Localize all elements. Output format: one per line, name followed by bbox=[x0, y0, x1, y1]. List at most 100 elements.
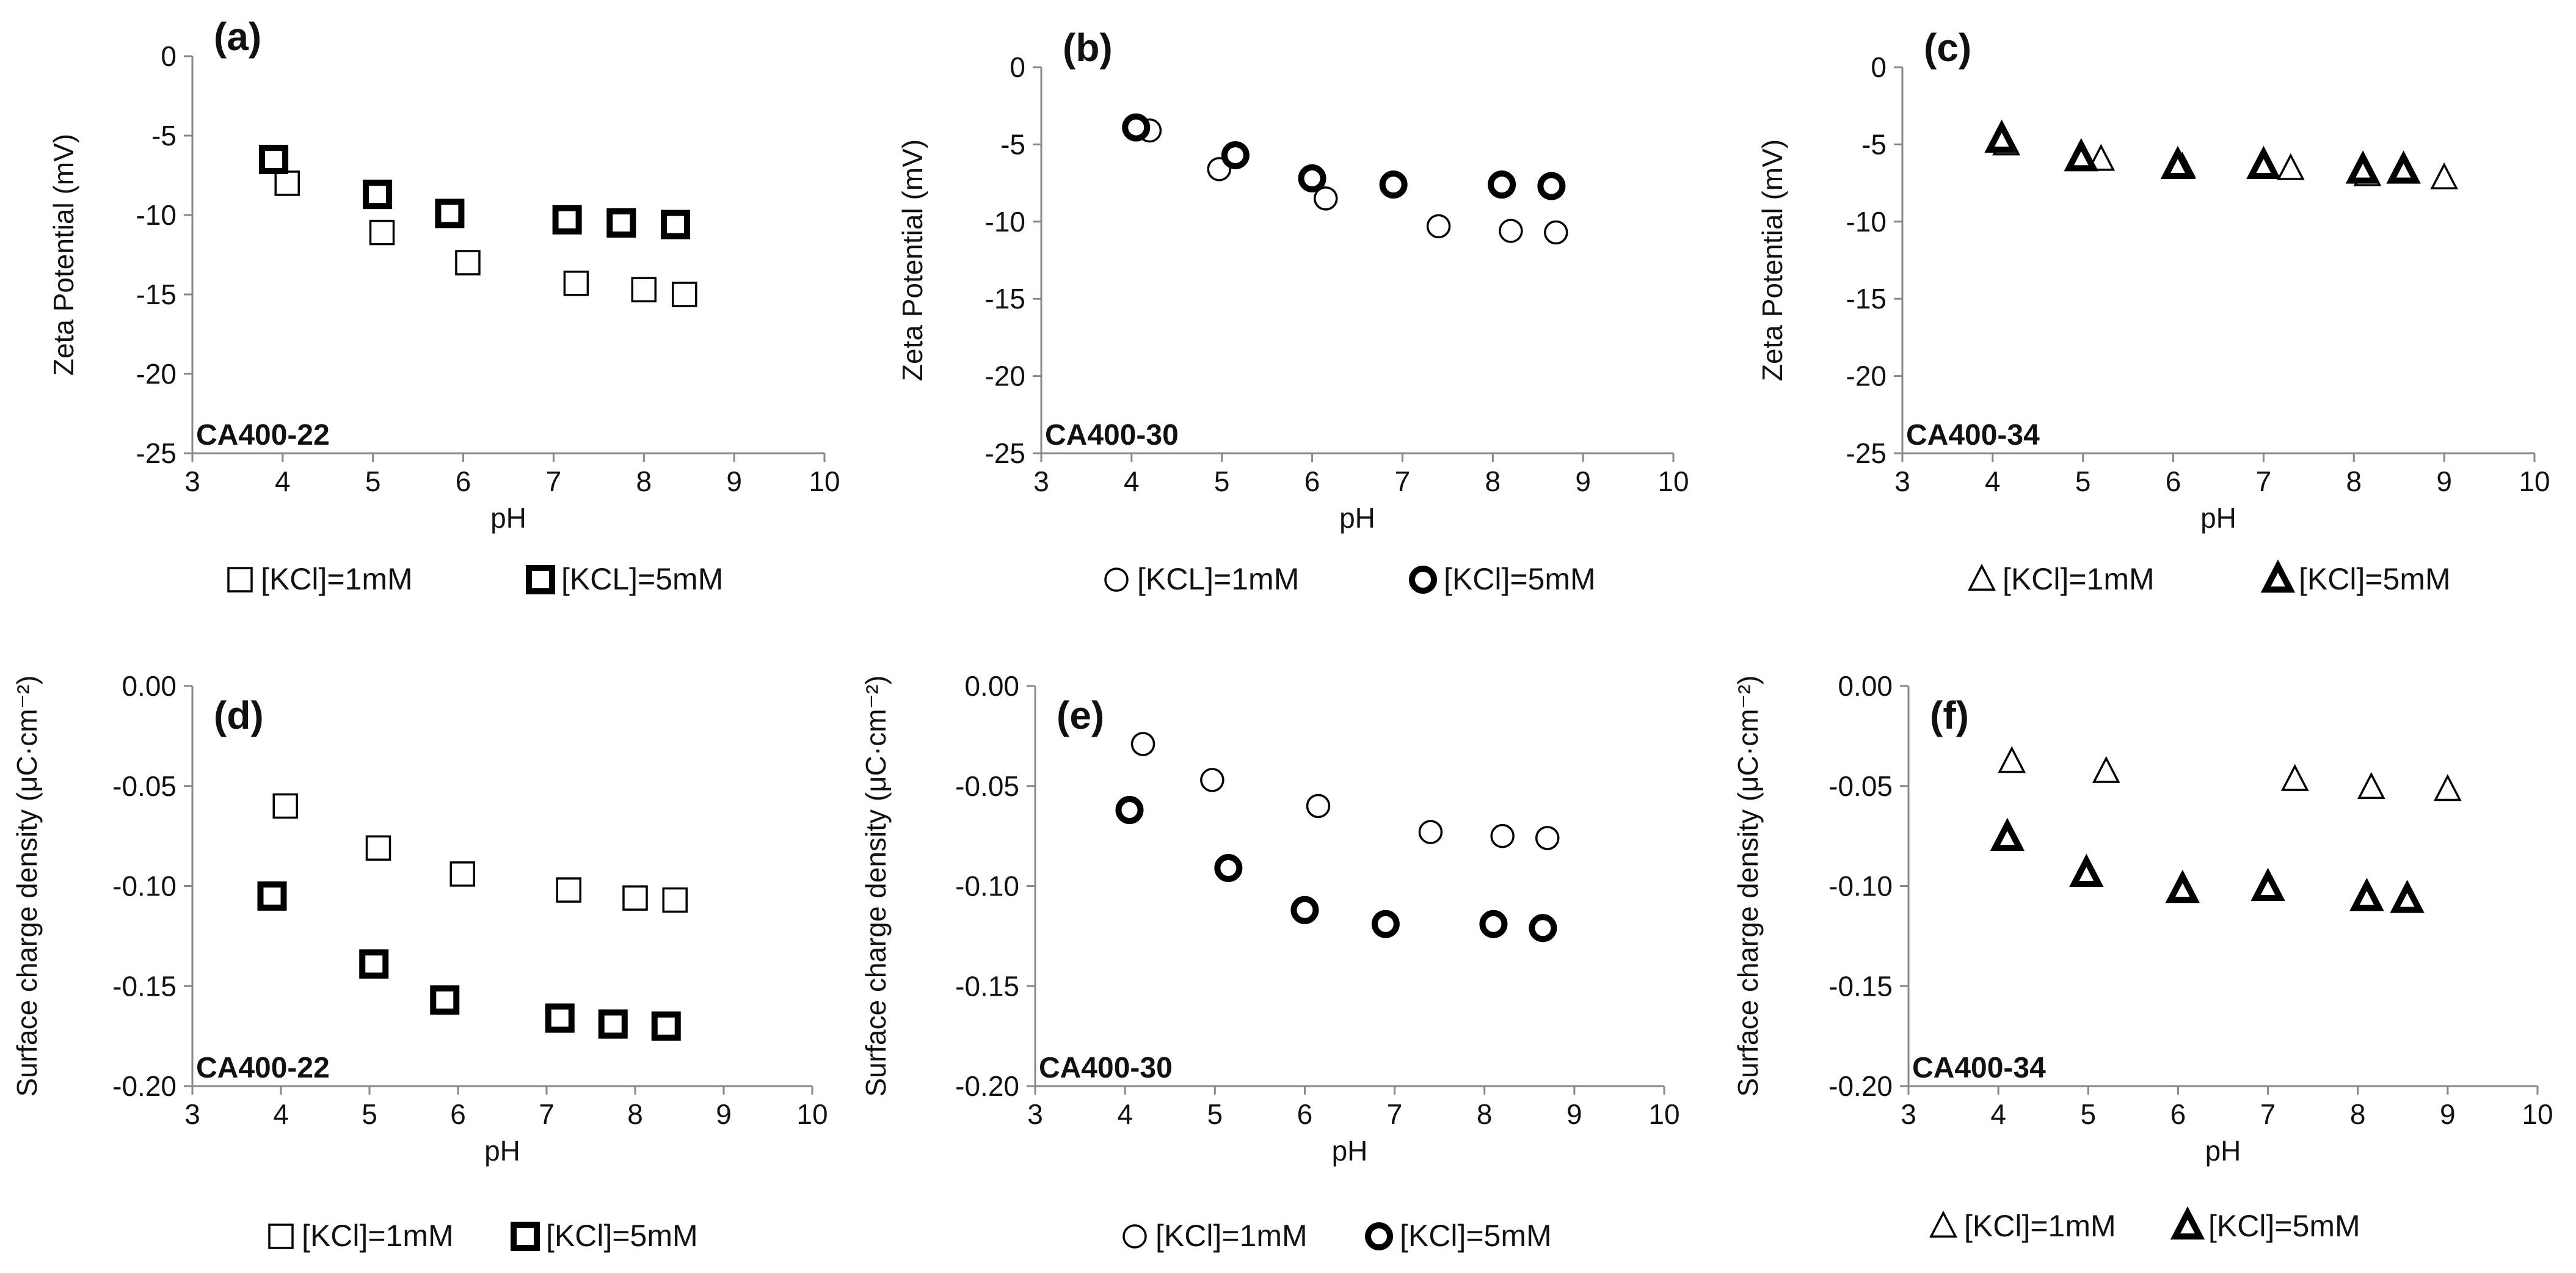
data-point-open bbox=[1426, 214, 1451, 239]
y-tick-label: -5 bbox=[1861, 128, 1887, 160]
y-tick-label: -0.20 bbox=[955, 1070, 1019, 1102]
y-tick-label: -0.10 bbox=[955, 870, 1019, 902]
data-point-bold bbox=[2165, 869, 2200, 903]
x-tick-label: 6 bbox=[2170, 1098, 2186, 1130]
x-tick-label: 7 bbox=[539, 1098, 555, 1130]
y-tick-label: -15 bbox=[1846, 283, 1887, 315]
data-point-open bbox=[1499, 219, 1523, 243]
x-tick-label: 8 bbox=[636, 465, 652, 497]
x-axis-label: pH bbox=[2200, 502, 2236, 534]
data-point-bold bbox=[1537, 172, 1566, 200]
legend-marker bbox=[1409, 566, 1437, 594]
y-tick-label: -20 bbox=[985, 360, 1025, 392]
data-point-open bbox=[365, 835, 391, 861]
data-point-bold bbox=[1214, 854, 1243, 883]
y-tick-label: -25 bbox=[136, 437, 176, 469]
data-point-bold bbox=[2250, 867, 2285, 901]
chart-panel-3: 3 4 5 6 7 8 9 10 -25 -20 -15 -10 -5 0 pH Zeta Potential… bbox=[1756, 26, 2550, 596]
x-tick-label: 5 bbox=[2075, 465, 2091, 497]
legend-marker bbox=[511, 1222, 540, 1251]
x-tick-label: 9 bbox=[716, 1098, 732, 1130]
data-point-open bbox=[1418, 820, 1443, 844]
legend-marker bbox=[227, 567, 253, 593]
legend-label: [KCl]=5mM bbox=[2299, 562, 2451, 596]
data-point-open bbox=[455, 250, 481, 275]
data-point-bold bbox=[1371, 910, 1400, 938]
x-tick-label: 10 bbox=[2522, 1098, 2553, 1130]
x-tick-label: 3 bbox=[1894, 465, 1910, 497]
data-point-bold bbox=[1990, 817, 2025, 852]
sample-label: CA400-34 bbox=[1906, 419, 2040, 451]
x-tick-label: 5 bbox=[362, 1098, 377, 1130]
data-point-bold bbox=[606, 208, 636, 238]
x-tick-label: 6 bbox=[450, 1098, 466, 1130]
data-point-bold bbox=[363, 180, 393, 210]
data-point-bold bbox=[1115, 796, 1144, 825]
x-tick-label: 9 bbox=[726, 465, 742, 497]
data-point-bold bbox=[552, 205, 582, 235]
x-tick-label: 4 bbox=[1985, 465, 2001, 497]
data-point-open bbox=[662, 887, 688, 913]
data-point-open bbox=[2433, 774, 2462, 801]
data-point-open bbox=[1314, 186, 1338, 211]
data-point-open bbox=[1544, 220, 1568, 245]
y-axis-label: Surface charge density (μC·cm⁻²) bbox=[11, 676, 43, 1097]
x-tick-label: 7 bbox=[1395, 465, 1411, 497]
x-axis-label: pH bbox=[490, 502, 526, 534]
y-tick-label: -5 bbox=[151, 120, 176, 151]
chart-panel-1: 3 4 5 6 7 8 9 10 -25 -20 -15 -10 -5 0 pH Zeta Potential… bbox=[48, 15, 840, 596]
x-axis-label: pH bbox=[484, 1135, 520, 1167]
legend-marker bbox=[2170, 1206, 2205, 1240]
data-point-bold bbox=[430, 985, 460, 1015]
chart-panel-6: 3 4 5 6 7 8 9 10 -0.20 -0.15 -0.10 -0.05 0.00 pH Surfa… bbox=[1732, 670, 2553, 1243]
data-point-bold bbox=[1122, 113, 1151, 142]
data-point-bold bbox=[259, 145, 289, 174]
data-point-open bbox=[1200, 768, 1224, 792]
y-axis-label: Surface charge density (μC·cm⁻²) bbox=[860, 676, 892, 1097]
x-tick-label: 7 bbox=[1387, 1098, 1403, 1130]
data-point-bold bbox=[359, 949, 389, 979]
y-axis-label: Zeta Potential (mV) bbox=[897, 139, 928, 381]
data-point-open bbox=[563, 271, 589, 296]
x-tick-label: 5 bbox=[2080, 1098, 2096, 1130]
y-tick-label: -0.20 bbox=[112, 1070, 176, 1102]
data-point-open bbox=[1535, 826, 1560, 850]
y-axis-label: Surface charge density (μC·cm⁻²) bbox=[1732, 676, 1764, 1097]
data-point-bold bbox=[1221, 141, 1250, 170]
y-tick-label: 0 bbox=[1871, 51, 1887, 83]
legend-marker bbox=[268, 1224, 294, 1249]
data-point-open bbox=[369, 219, 395, 246]
data-point-open bbox=[1490, 823, 1515, 848]
sample-label: CA400-22 bbox=[196, 1052, 330, 1084]
data-point-bold bbox=[1379, 170, 1408, 199]
data-point-bold bbox=[545, 1003, 575, 1033]
x-tick-label: 10 bbox=[1648, 1098, 1679, 1130]
x-tick-label: 4 bbox=[273, 1098, 289, 1130]
y-tick-label: -0.10 bbox=[112, 870, 176, 902]
y-tick-label: -25 bbox=[985, 437, 1025, 469]
legend-label: [KCL]=1mM bbox=[1137, 562, 1299, 596]
panel-label: (f) bbox=[1930, 693, 1969, 737]
x-tick-label: 6 bbox=[1297, 1098, 1313, 1130]
y-tick-label: -15 bbox=[136, 279, 176, 310]
x-tick-label: 3 bbox=[184, 1098, 200, 1130]
y-tick-label: 0.00 bbox=[122, 670, 176, 702]
legend-label: [KCl]=1mM bbox=[1155, 1219, 1308, 1253]
x-tick-label: 8 bbox=[1485, 465, 1501, 497]
y-tick-label: -20 bbox=[136, 358, 176, 390]
data-point-open bbox=[622, 885, 648, 911]
data-point-bold bbox=[1298, 164, 1326, 193]
data-point-open bbox=[2092, 756, 2120, 783]
legend-marker bbox=[526, 565, 555, 594]
data-point-open bbox=[556, 877, 581, 903]
data-point-open bbox=[2357, 771, 2385, 799]
data-point-open bbox=[1306, 793, 1331, 819]
data-point-open bbox=[672, 282, 697, 307]
x-tick-label: 3 bbox=[184, 465, 200, 497]
x-tick-label: 4 bbox=[275, 465, 291, 497]
x-tick-label: 3 bbox=[1901, 1098, 1916, 1130]
x-tick-label: 8 bbox=[627, 1098, 643, 1130]
panel-label: (c) bbox=[1924, 26, 1971, 70]
y-tick-label: -0.15 bbox=[955, 970, 1019, 1002]
